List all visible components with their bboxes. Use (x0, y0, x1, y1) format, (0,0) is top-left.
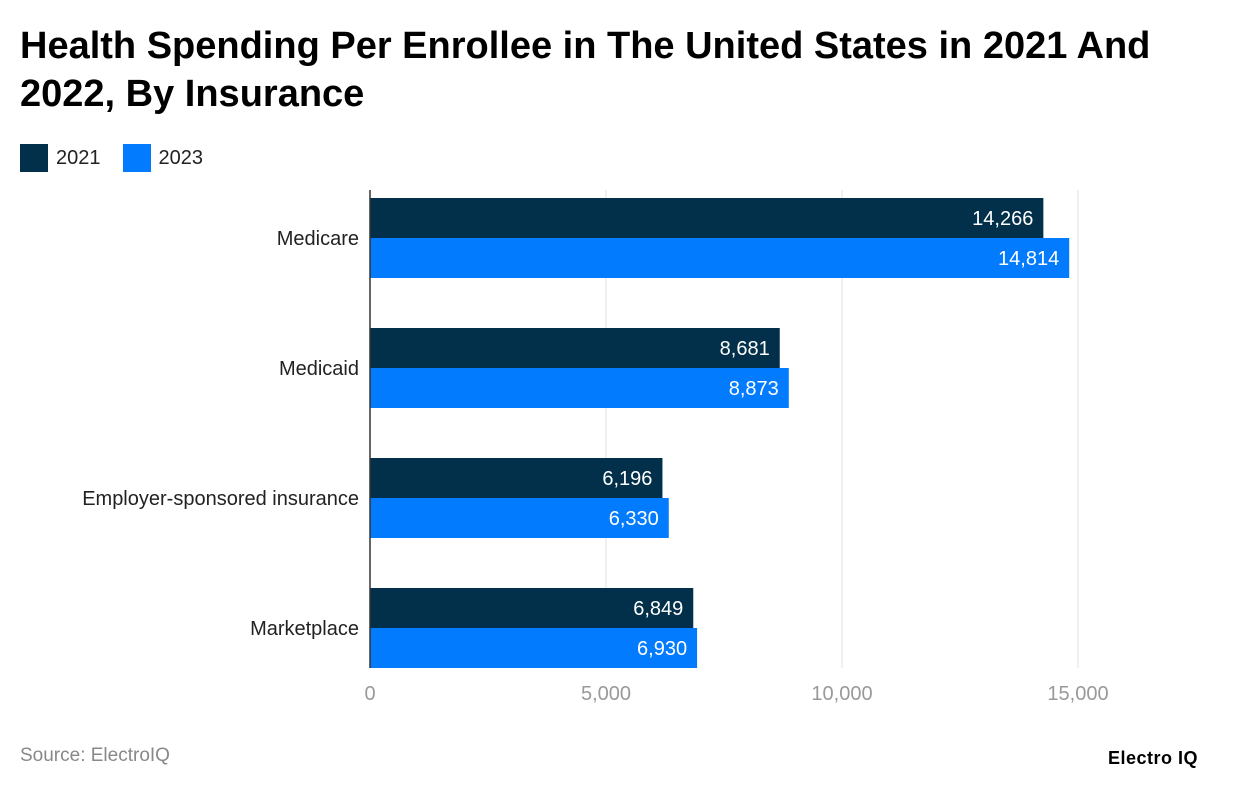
category-label: Medicare (277, 228, 359, 250)
bar-2021 (370, 588, 694, 628)
legend-swatch (122, 144, 151, 172)
data-label: 14,814 (998, 248, 1059, 270)
legend-label: 2021 (56, 146, 101, 169)
x-tick-label: 15,000 (1047, 683, 1108, 705)
bar-2021 (370, 328, 780, 368)
electroiq-logo: Electro IQ (1108, 748, 1199, 768)
data-label: 6,330 (609, 508, 659, 530)
bar-2021 (370, 458, 663, 498)
data-label: 6,849 (633, 598, 683, 620)
legend-swatch (20, 144, 48, 172)
bar-2021 (370, 198, 1044, 238)
category-label: Marketplace (250, 618, 359, 640)
x-tick-label: 10,000 (811, 683, 872, 705)
chart-title: Health Spending Per Enrollee in The Unit… (20, 25, 1151, 115)
legend-label: 2023 (158, 146, 204, 169)
bar-2023 (370, 498, 669, 538)
category-label: Employer-sponsored insurance (82, 488, 359, 510)
bar-2023 (370, 368, 789, 408)
category-label: Medicaid (279, 358, 359, 380)
data-label: 6,196 (602, 468, 652, 490)
legend-item-2023: 2023 (122, 144, 204, 172)
bar-2023 (370, 628, 698, 668)
data-label: 8,681 (720, 338, 770, 360)
x-tick-label: 0 (364, 683, 375, 705)
data-label: 6,930 (637, 638, 687, 660)
x-tick-label: 5,000 (581, 683, 631, 705)
legend-item-2021: 2021 (20, 144, 101, 172)
legend: 2021 2023 (20, 144, 203, 172)
source-note: Source: ElectroIQ (20, 745, 170, 766)
bar-2023 (370, 238, 1070, 278)
data-label: 8,873 (729, 378, 779, 400)
data-label: 14,266 (972, 208, 1033, 230)
